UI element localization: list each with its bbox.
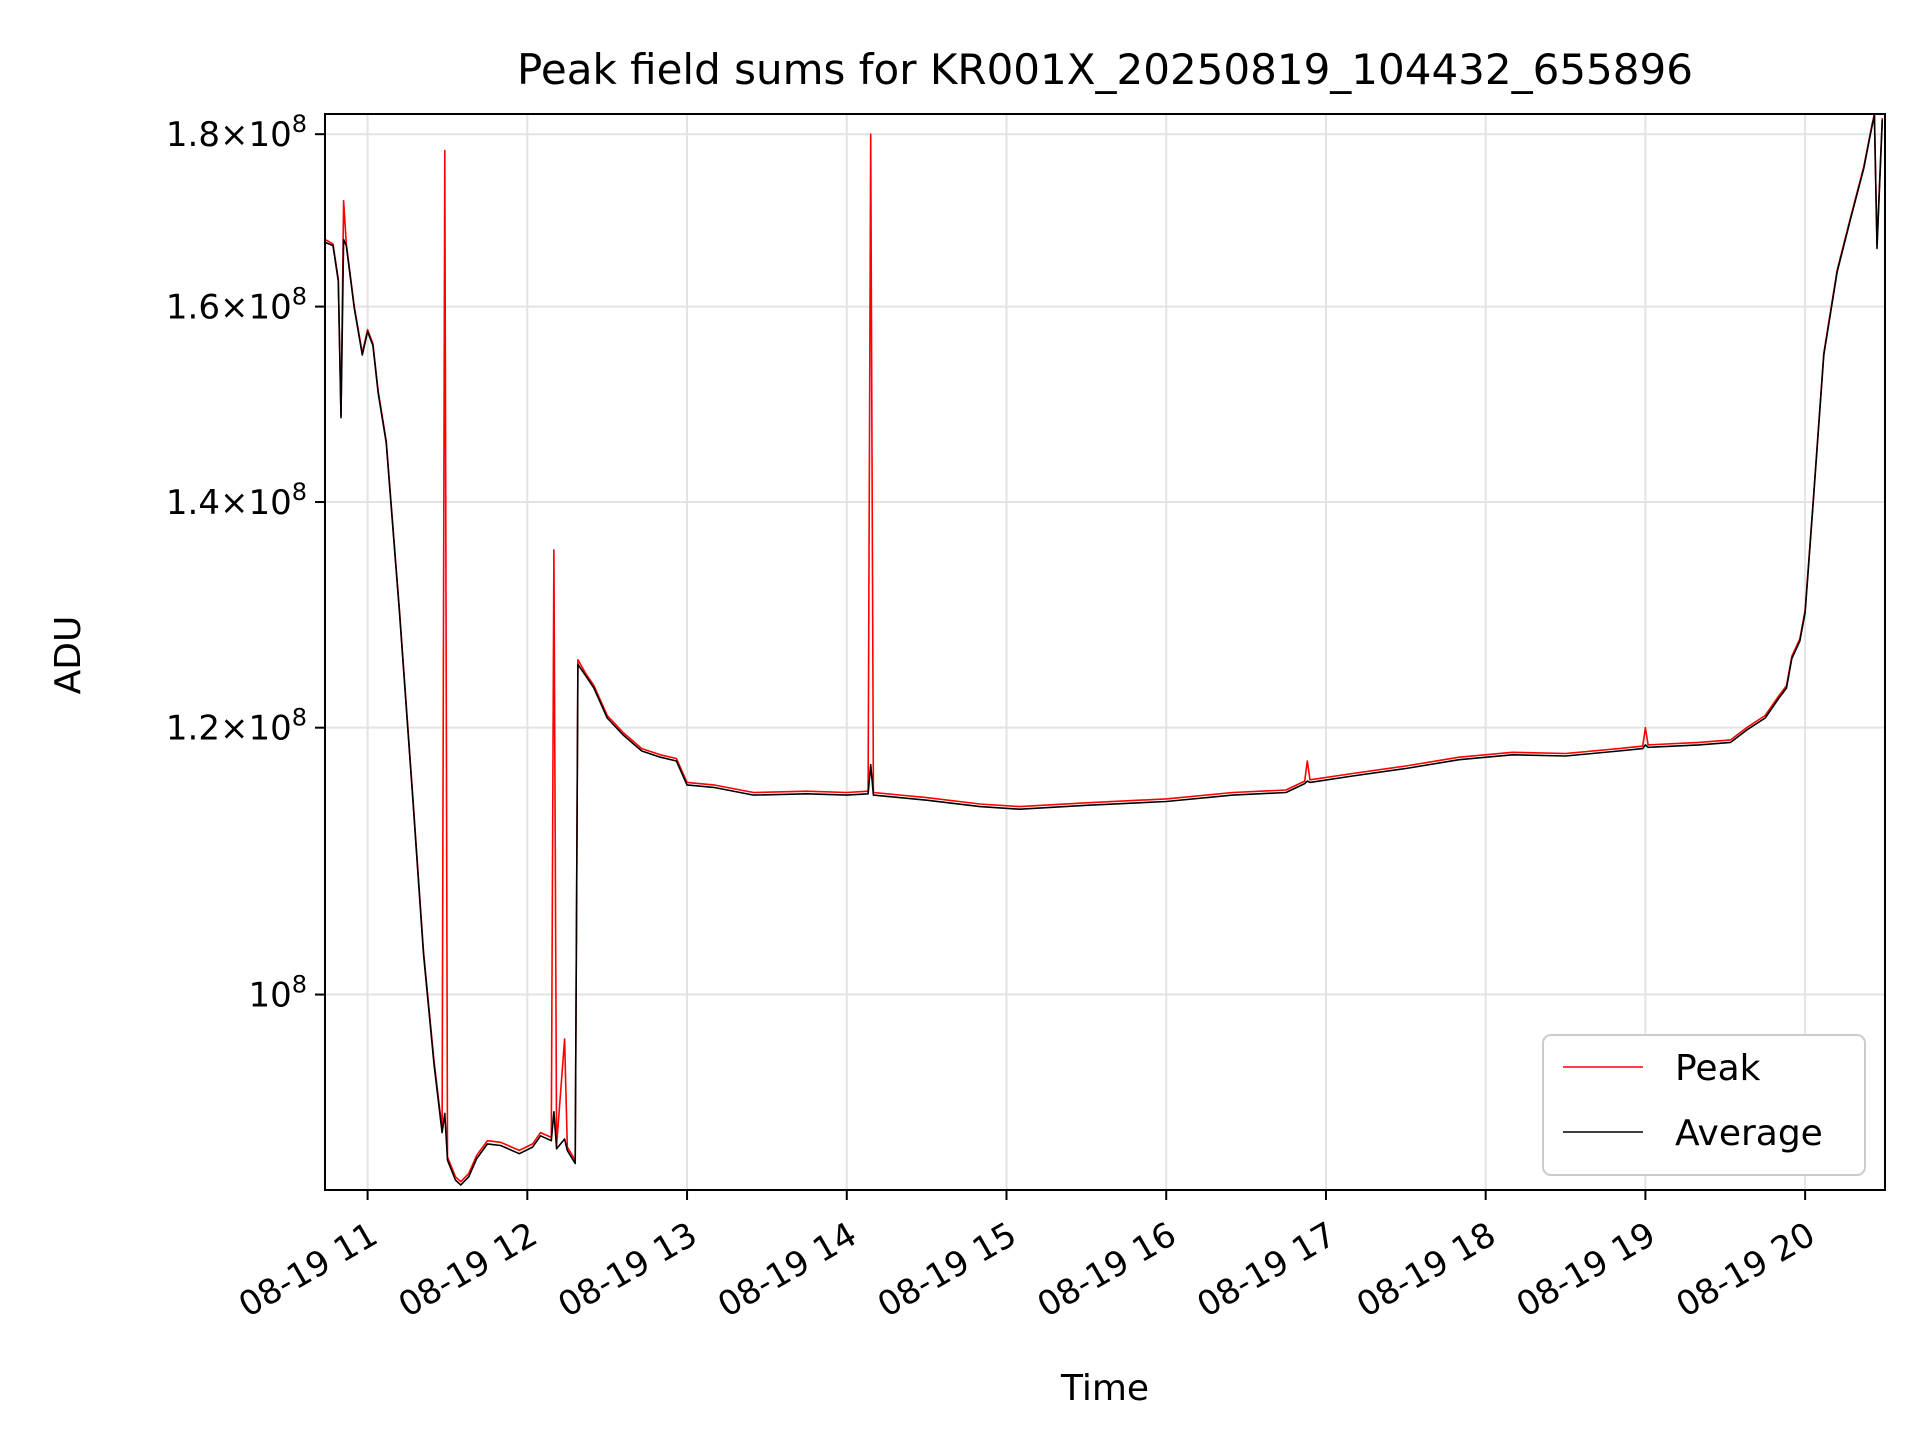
plot-area <box>325 114 1884 1186</box>
y-tick-label: 1.4×108 <box>166 478 307 523</box>
legend-label-average: Average <box>1675 1113 1823 1154</box>
y-tick-label: 1.6×108 <box>166 283 307 328</box>
legend-label-peak: Peak <box>1675 1048 1761 1089</box>
y-tick-label: 108 <box>248 971 307 1016</box>
x-axis-label: Time <box>1060 1368 1149 1409</box>
axes-frame <box>324 113 1886 1191</box>
legend: Peak Average <box>1542 1034 1866 1176</box>
series-line-average <box>325 114 1884 1186</box>
y-tick-label: 1.8×108 <box>166 110 307 155</box>
grid <box>325 114 1885 1190</box>
legend-box <box>1542 1034 1866 1176</box>
y-tick-label: 1.2×108 <box>166 704 307 749</box>
y-axis-label: ADU <box>48 616 89 695</box>
chart-title: Peak field sums for KR001X_20250819_1044… <box>517 45 1693 94</box>
y-axis: 108 1.2×108 1.4×108 1.6×108 1.8×108 <box>166 110 325 1016</box>
